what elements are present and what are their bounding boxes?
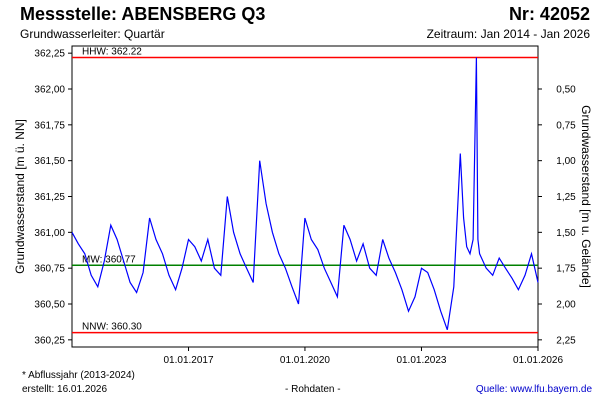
- aquifer-label: Grundwasserleiter: Quartär: [20, 27, 165, 41]
- y-tick-label: 361,50: [34, 156, 65, 167]
- plot-area: [71, 45, 539, 348]
- y2-tick-label: 1,75: [556, 264, 576, 275]
- y2-tick-label: 2,25: [556, 335, 576, 346]
- y2-tick-label: 0,50: [556, 85, 576, 96]
- period-label: Zeitraum: Jan 2014 - Jan 2026: [426, 27, 590, 41]
- y2-tick-label: 2,00: [556, 300, 576, 311]
- source-link[interactable]: Quelle: www.lfu.bayern.de: [475, 384, 592, 395]
- x-tick-label: 01.01.2023: [396, 355, 446, 366]
- y2-tick-label: 0,75: [556, 120, 576, 131]
- station-number: Nr: 42052: [508, 4, 590, 24]
- y-tick-label: 361,25: [34, 192, 65, 203]
- y-axis-title-right: Grundwasserstand [m u. Gelände]: [579, 105, 593, 288]
- y-tick-label: 360,50: [34, 300, 65, 311]
- reference-line-label: NNW: 360.30: [82, 322, 142, 333]
- y-tick-label: 362,00: [34, 85, 65, 96]
- rawdata-note: - Rohdaten -: [285, 384, 341, 395]
- x-tick-label: 01.01.2017: [163, 355, 213, 366]
- y-tick-label: 362,25: [34, 49, 65, 60]
- station-title: Messstelle: ABENSBERG Q3: [20, 4, 266, 24]
- y-axis-title-left: Grundwasserstand [m ü. NN]: [13, 119, 27, 274]
- y-tick-label: 360,25: [34, 335, 65, 346]
- y-tick-label: 361,00: [34, 228, 65, 239]
- created-date: erstellt: 16.01.2026: [22, 384, 108, 395]
- x-tick-label: 01.01.2020: [280, 355, 330, 366]
- reference-line-label: HHW: 362.22: [82, 46, 142, 57]
- y-tick-label: 361,75: [34, 120, 65, 131]
- y2-tick-label: 1,00: [556, 156, 576, 167]
- y2-tick-label: 1,50: [556, 228, 576, 239]
- groundwater-series-line: [71, 57, 539, 331]
- x-tick-label: 01.01.2026: [513, 355, 563, 366]
- y-tick-label: 360,75: [34, 264, 65, 275]
- y2-tick-label: 1,25: [556, 192, 576, 203]
- footnote: * Abflussjahr (2013-2024): [22, 370, 135, 381]
- reference-line-label: MW: 360.77: [82, 254, 136, 265]
